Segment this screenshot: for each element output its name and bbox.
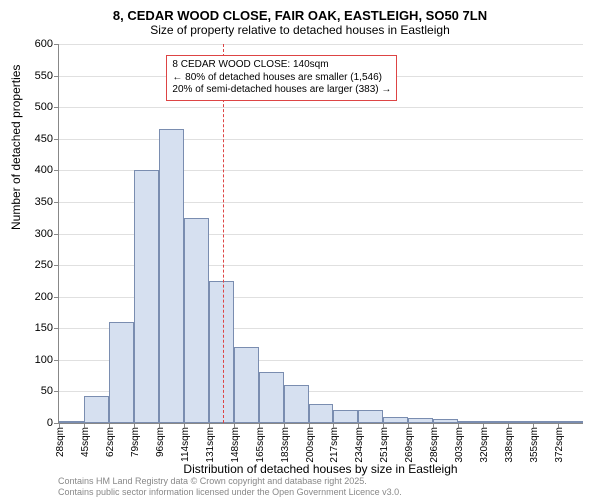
- x-tick-label: 114sqm: [180, 423, 191, 462]
- chart-container: 8, CEDAR WOOD CLOSE, FAIR OAK, EASTLEIGH…: [0, 0, 600, 500]
- x-tick-mark: [59, 423, 60, 428]
- x-tick-label: 372sqm: [554, 423, 565, 463]
- x-tick-label: 320sqm: [479, 423, 490, 463]
- x-tick-label: 355sqm: [529, 423, 540, 463]
- attribution-line-1: Contains HM Land Registry data © Crown c…: [58, 476, 402, 487]
- x-tick-mark: [159, 423, 160, 428]
- attribution-line-2: Contains public sector information licen…: [58, 487, 402, 498]
- plot-area: 05010015020025030035040045050055060028sq…: [58, 44, 583, 424]
- x-tick-mark: [483, 423, 484, 428]
- x-tick-label: 338sqm: [504, 423, 515, 463]
- x-tick-mark: [408, 423, 409, 428]
- x-tick-label: 79sqm: [130, 423, 141, 457]
- x-tick-mark: [234, 423, 235, 428]
- x-tick-mark: [358, 423, 359, 428]
- x-tick-mark: [383, 423, 384, 428]
- x-tick-label: 148sqm: [230, 423, 241, 463]
- y-tick-mark: [54, 44, 59, 45]
- x-tick-mark: [433, 423, 434, 428]
- histogram-bar: [358, 410, 383, 423]
- chart-title: 8, CEDAR WOOD CLOSE, FAIR OAK, EASTLEIGH…: [0, 0, 600, 23]
- histogram-bar: [284, 385, 309, 423]
- x-tick-label: 217sqm: [329, 423, 340, 463]
- x-tick-label: 165sqm: [255, 423, 266, 463]
- histogram-bar: [259, 372, 284, 423]
- x-tick-label: 251sqm: [379, 423, 390, 463]
- annotation-line-2: ← 80% of detached houses are smaller (1,…: [172, 72, 391, 85]
- x-axis-label: Distribution of detached houses by size …: [58, 462, 583, 476]
- histogram-bar: [109, 322, 134, 423]
- y-tick-mark: [54, 76, 59, 77]
- y-tick-mark: [54, 139, 59, 140]
- x-tick-mark: [333, 423, 334, 428]
- x-tick-label: 62sqm: [105, 423, 116, 457]
- histogram-bar: [184, 218, 209, 423]
- x-tick-label: 303sqm: [454, 423, 465, 463]
- gridline: [59, 44, 583, 45]
- y-tick-mark: [54, 234, 59, 235]
- chart-subtitle: Size of property relative to detached ho…: [0, 23, 600, 41]
- annotation-line-1: 8 CEDAR WOOD CLOSE: 140sqm: [172, 59, 391, 72]
- x-tick-mark: [508, 423, 509, 428]
- x-tick-label: 96sqm: [155, 423, 166, 457]
- x-tick-mark: [259, 423, 260, 428]
- histogram-bar: [234, 347, 259, 423]
- x-tick-mark: [109, 423, 110, 428]
- x-tick-label: 234sqm: [354, 423, 365, 463]
- gridline: [59, 107, 583, 108]
- attribution: Contains HM Land Registry data © Crown c…: [58, 476, 402, 498]
- y-tick-mark: [54, 391, 59, 392]
- x-tick-mark: [84, 423, 85, 428]
- histogram-bar: [84, 396, 109, 423]
- x-tick-label: 183sqm: [280, 423, 291, 463]
- x-tick-label: 200sqm: [305, 423, 316, 463]
- y-tick-mark: [54, 297, 59, 298]
- x-tick-mark: [184, 423, 185, 428]
- x-tick-mark: [309, 423, 310, 428]
- histogram-bar: [309, 404, 334, 423]
- histogram-bar: [134, 170, 159, 423]
- x-tick-mark: [134, 423, 135, 428]
- plot: 05010015020025030035040045050055060028sq…: [58, 44, 583, 424]
- histogram-bar: [333, 410, 358, 423]
- y-tick-mark: [54, 265, 59, 266]
- histogram-bar: [159, 129, 184, 423]
- x-tick-label: 269sqm: [404, 423, 415, 463]
- x-tick-mark: [458, 423, 459, 428]
- y-axis-label: Number of detached properties: [9, 65, 23, 230]
- annotation-box: 8 CEDAR WOOD CLOSE: 140sqm← 80% of detac…: [166, 55, 397, 101]
- x-tick-label: 286sqm: [429, 423, 440, 463]
- y-tick-mark: [54, 360, 59, 361]
- y-tick-mark: [54, 170, 59, 171]
- y-tick-mark: [54, 107, 59, 108]
- x-tick-label: 45sqm: [80, 423, 91, 457]
- x-tick-label: 131sqm: [205, 423, 216, 463]
- x-tick-mark: [284, 423, 285, 428]
- x-tick-label: 28sqm: [55, 423, 66, 457]
- y-tick-mark: [54, 328, 59, 329]
- x-tick-mark: [209, 423, 210, 428]
- histogram-bar: [209, 281, 234, 423]
- x-tick-mark: [533, 423, 534, 428]
- annotation-line-3: 20% of semi-detached houses are larger (…: [172, 84, 391, 97]
- gridline: [59, 139, 583, 140]
- x-tick-mark: [558, 423, 559, 428]
- y-tick-mark: [54, 202, 59, 203]
